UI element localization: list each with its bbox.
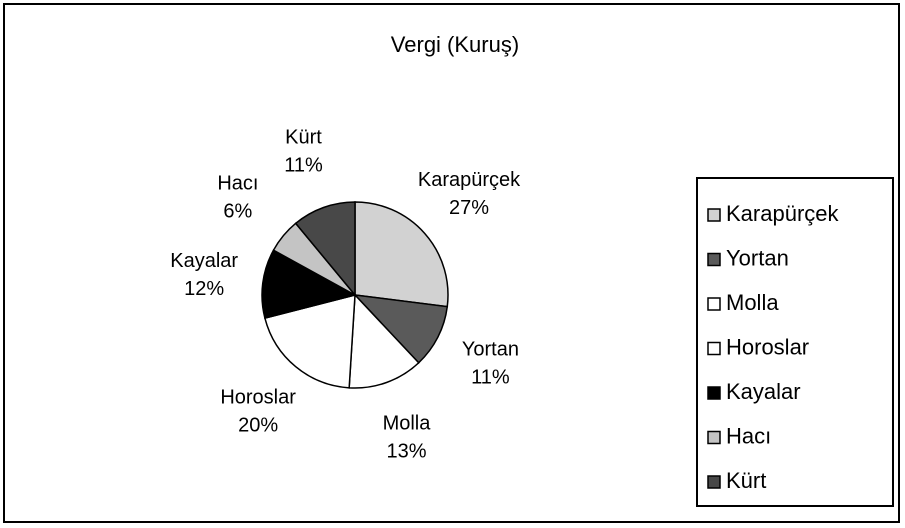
legend-label: Kayalar (726, 379, 801, 404)
legend-label: Karapürçek (726, 201, 840, 226)
slice-label-name: Karapürçek (418, 169, 521, 191)
slice-label-name: Molla (383, 412, 432, 434)
slice-label-value: 20% (238, 414, 278, 436)
legend-swatch (707, 475, 721, 489)
legend-swatch (707, 208, 721, 222)
chart-title: Vergi (Kuruş) (391, 32, 519, 57)
legend-label: Hacı (726, 423, 771, 448)
legend-label: Kürt (726, 468, 766, 493)
pie-slice (348, 293, 420, 389)
legend-swatch (707, 386, 721, 400)
slice-label-value: 12% (184, 278, 224, 300)
legend-label: Horoslar (726, 334, 809, 359)
legend-label: Molla (726, 290, 779, 315)
slice-label-value: 13% (386, 440, 426, 462)
pie-slice (261, 249, 358, 320)
slice-label-name: Kürt (285, 126, 322, 148)
legend-box (696, 177, 894, 507)
pie-slice (294, 201, 356, 298)
slice-label-value: 11% (284, 154, 323, 176)
legend-swatch (707, 252, 721, 267)
slice-label-name: Yortan (462, 338, 519, 360)
slice-label-value: 6% (223, 200, 252, 222)
pie-slice (354, 201, 449, 308)
legend-swatch (707, 341, 721, 356)
slice-label-name: Hacı (217, 172, 258, 194)
slice-label-name: Horoslar (220, 386, 296, 408)
slice-label-value: 11% (471, 366, 510, 388)
slice-label-name: Kayalar (170, 250, 238, 272)
legend-swatch (707, 430, 721, 445)
legend-label: Yortan (726, 245, 789, 270)
legend-swatch (707, 297, 721, 311)
slice-label-value: 27% (449, 197, 489, 219)
pie-slice (264, 294, 356, 389)
